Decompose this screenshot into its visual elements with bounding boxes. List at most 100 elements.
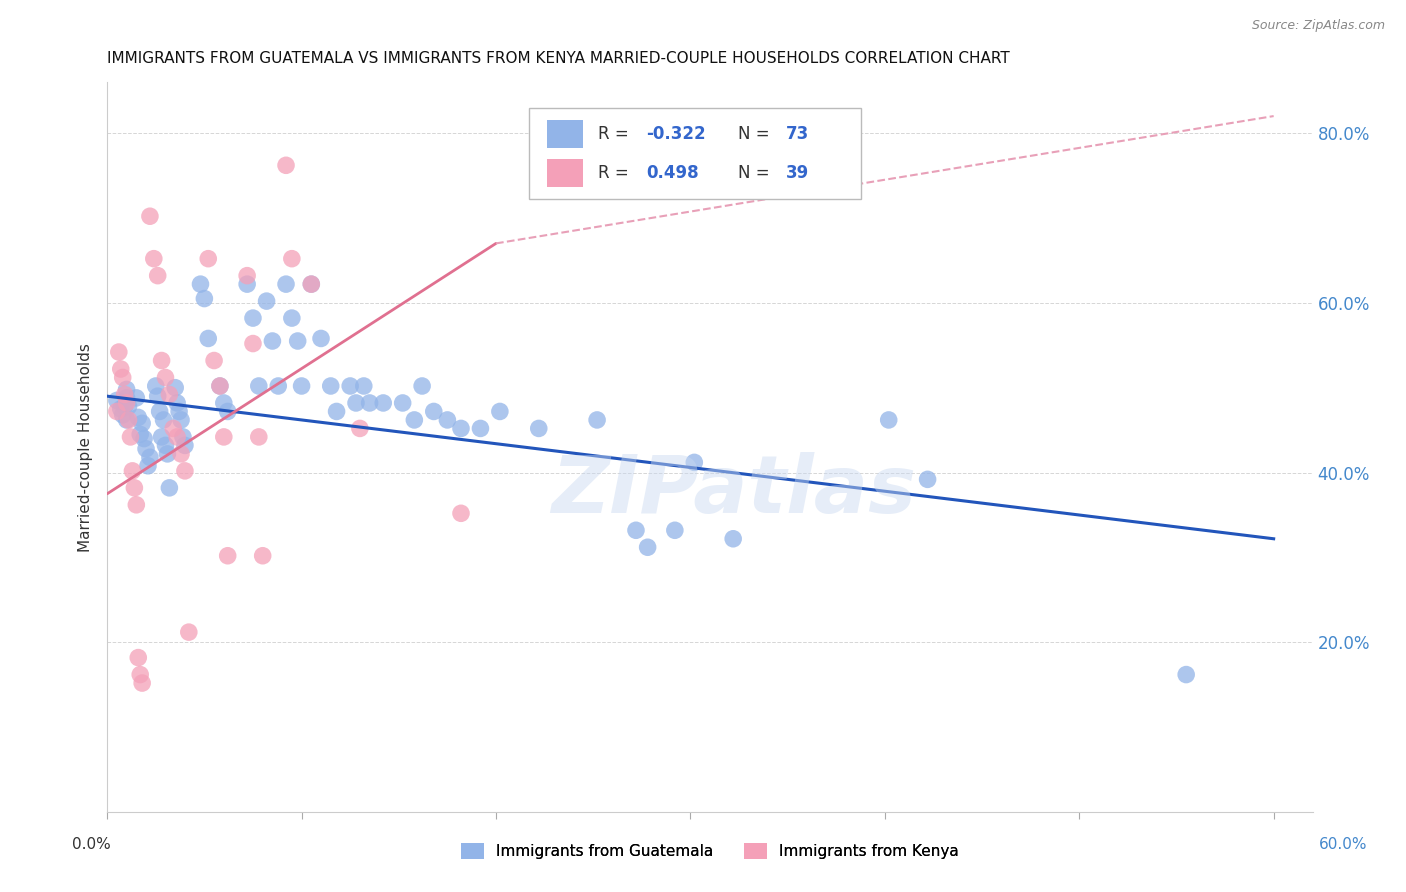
- Point: [242, 311, 264, 326]
- Point: [157, 387, 180, 401]
- Point: [299, 277, 322, 292]
- Point: [586, 413, 609, 427]
- Point: [114, 400, 136, 414]
- Legend: Immigrants from Guatemala, Immigrants from Kenya: Immigrants from Guatemala, Immigrants fr…: [453, 835, 966, 866]
- Bar: [547, 159, 583, 186]
- Point: [162, 421, 184, 435]
- Point: [299, 277, 322, 292]
- Point: [349, 421, 371, 435]
- Point: [436, 413, 458, 427]
- Point: [114, 387, 136, 401]
- Point: [131, 676, 153, 690]
- Point: [193, 292, 215, 306]
- Point: [129, 667, 152, 681]
- Point: [111, 370, 134, 384]
- Point: [373, 396, 395, 410]
- Point: [146, 389, 169, 403]
- Point: [208, 379, 231, 393]
- Point: [197, 252, 219, 266]
- Point: [683, 455, 706, 469]
- Point: [127, 410, 149, 425]
- Point: [174, 464, 197, 478]
- Point: [131, 417, 153, 431]
- Point: [115, 413, 138, 427]
- Point: [120, 430, 142, 444]
- Point: [256, 294, 278, 309]
- Point: [353, 379, 375, 393]
- Point: [117, 400, 139, 414]
- Point: [489, 404, 512, 418]
- Point: [136, 458, 159, 473]
- Point: [527, 421, 550, 435]
- Point: [166, 430, 188, 444]
- Text: 73: 73: [786, 125, 808, 143]
- Point: [450, 421, 472, 435]
- Point: [877, 413, 900, 427]
- Point: [152, 413, 174, 427]
- Point: [132, 432, 155, 446]
- Point: [325, 404, 347, 418]
- Point: [391, 396, 413, 410]
- Point: [157, 481, 180, 495]
- Point: [217, 404, 239, 418]
- Point: [281, 252, 304, 266]
- Point: [149, 404, 172, 418]
- Point: [155, 438, 177, 452]
- Point: [105, 404, 128, 418]
- Point: [287, 334, 309, 348]
- Point: [344, 396, 367, 410]
- Point: [129, 427, 152, 442]
- Point: [170, 413, 193, 427]
- Point: [411, 379, 433, 393]
- Point: [108, 345, 131, 359]
- Point: [423, 404, 446, 418]
- Point: [721, 532, 744, 546]
- Point: [252, 549, 274, 563]
- Point: [242, 336, 264, 351]
- Point: [281, 311, 304, 326]
- Text: 39: 39: [786, 163, 808, 182]
- Point: [274, 158, 297, 172]
- Point: [212, 396, 235, 410]
- Text: N =: N =: [738, 125, 775, 143]
- Point: [236, 268, 259, 283]
- Point: [124, 481, 146, 495]
- Point: [247, 379, 270, 393]
- Point: [624, 523, 647, 537]
- Point: [125, 498, 148, 512]
- Text: -0.322: -0.322: [645, 125, 706, 143]
- Point: [197, 331, 219, 345]
- Point: [155, 370, 177, 384]
- Y-axis label: Married-couple Households: Married-couple Households: [79, 343, 93, 551]
- Text: 0.0%: 0.0%: [72, 838, 111, 852]
- Point: [139, 450, 162, 465]
- Point: [208, 379, 231, 393]
- Text: N =: N =: [738, 163, 775, 182]
- Point: [174, 438, 197, 452]
- Text: ZIPatlas: ZIPatlas: [551, 452, 917, 530]
- Point: [236, 277, 259, 292]
- Point: [247, 430, 270, 444]
- Point: [359, 396, 381, 410]
- Point: [150, 430, 173, 444]
- Point: [115, 396, 138, 410]
- Text: 60.0%: 60.0%: [1319, 838, 1367, 852]
- Point: [170, 447, 193, 461]
- Point: [917, 472, 939, 486]
- Point: [262, 334, 284, 348]
- Point: [309, 331, 332, 345]
- Point: [145, 379, 167, 393]
- Point: [450, 506, 472, 520]
- Bar: [547, 120, 583, 148]
- Point: [125, 391, 148, 405]
- FancyBboxPatch shape: [529, 108, 860, 199]
- Point: [267, 379, 290, 393]
- Point: [127, 650, 149, 665]
- Point: [165, 381, 187, 395]
- Point: [115, 391, 138, 405]
- Point: [142, 252, 165, 266]
- Point: [105, 393, 128, 408]
- Point: [664, 523, 686, 537]
- Point: [111, 408, 134, 422]
- Point: [139, 209, 162, 223]
